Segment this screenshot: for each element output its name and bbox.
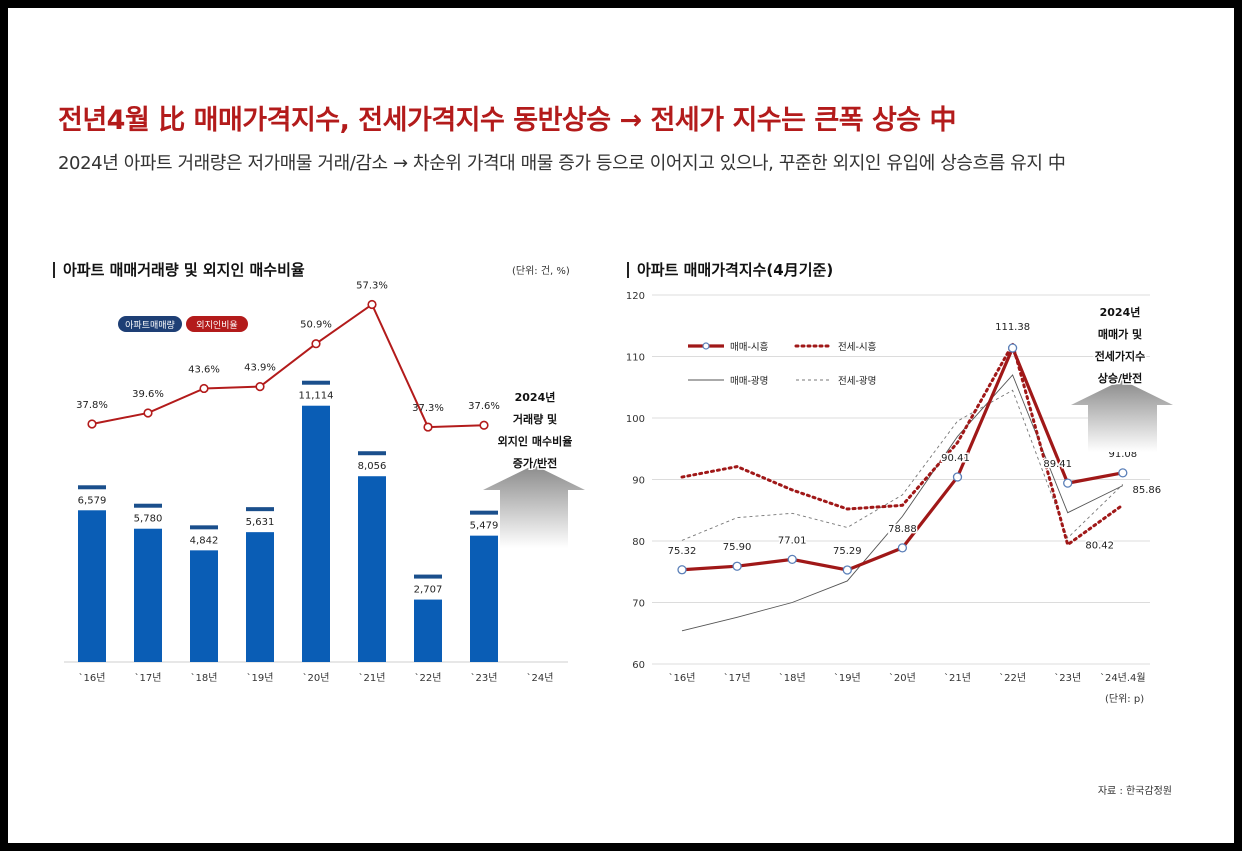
right-chart-unit: (단위: p) xyxy=(1105,694,1145,705)
source-note: 자료 : 한국감정원 xyxy=(1097,786,1172,797)
right-chart-title: 아파트 매매가격지수(4月기준) xyxy=(627,262,833,278)
headline: 전년4월 比 매매가격지수, 전세가격지수 동반상승 → 전세가 지수는 큰폭 … xyxy=(58,105,957,136)
left-chart-title: 아파트 매매거래량 및 외지인 매수비율 xyxy=(53,262,305,278)
left-chart-unit: (단위: 건, %) xyxy=(512,266,570,277)
subheadline: 2024년 아파트 거래량은 저가매물 거래/감소 → 차순위 가격대 매물 증… xyxy=(58,153,1066,174)
